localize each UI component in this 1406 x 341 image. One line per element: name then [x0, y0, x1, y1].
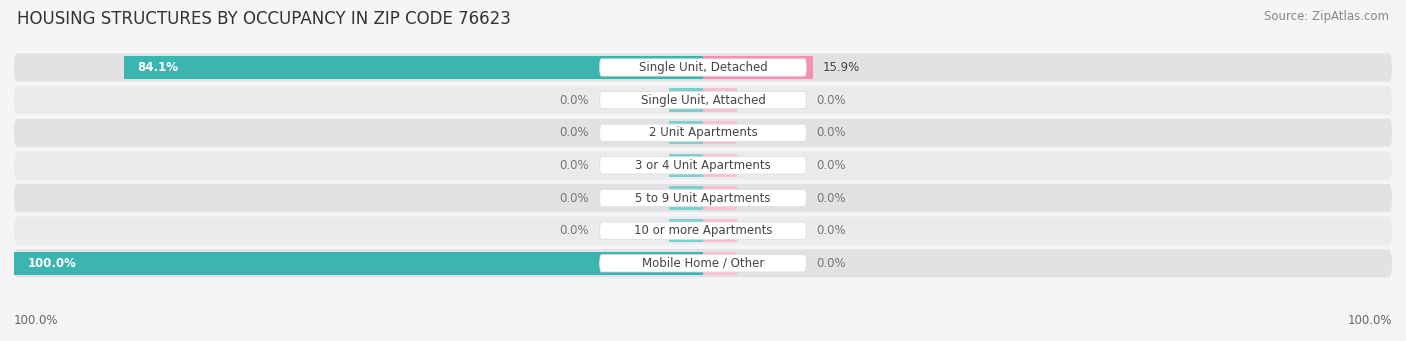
FancyBboxPatch shape: [599, 189, 807, 207]
Text: 0.0%: 0.0%: [560, 126, 589, 139]
Text: 0.0%: 0.0%: [817, 224, 846, 237]
FancyBboxPatch shape: [14, 249, 1392, 277]
Bar: [669, 186, 703, 210]
Text: 0.0%: 0.0%: [560, 192, 589, 205]
Text: 0.0%: 0.0%: [817, 159, 846, 172]
Text: 0.0%: 0.0%: [817, 192, 846, 205]
Text: 100.0%: 100.0%: [28, 257, 77, 270]
Text: 84.1%: 84.1%: [138, 61, 179, 74]
Bar: [669, 121, 703, 145]
Bar: [703, 186, 738, 210]
FancyBboxPatch shape: [14, 151, 1392, 179]
Text: 15.9%: 15.9%: [823, 61, 860, 74]
FancyBboxPatch shape: [599, 157, 807, 174]
FancyBboxPatch shape: [599, 222, 807, 239]
Bar: [669, 88, 703, 112]
Text: 3 or 4 Unit Apartments: 3 or 4 Unit Apartments: [636, 159, 770, 172]
FancyBboxPatch shape: [14, 184, 1392, 212]
Text: Single Unit, Detached: Single Unit, Detached: [638, 61, 768, 74]
FancyBboxPatch shape: [14, 217, 1392, 245]
Text: 0.0%: 0.0%: [560, 224, 589, 237]
Legend: Owner-occupied, Renter-occupied: Owner-occupied, Renter-occupied: [571, 337, 835, 341]
Bar: [703, 121, 738, 145]
Bar: [14, 252, 703, 275]
Bar: [703, 88, 738, 112]
Text: 0.0%: 0.0%: [560, 94, 589, 107]
Text: 0.0%: 0.0%: [817, 94, 846, 107]
FancyBboxPatch shape: [599, 124, 807, 142]
Bar: [669, 154, 703, 177]
Text: 2 Unit Apartments: 2 Unit Apartments: [648, 126, 758, 139]
Bar: [124, 56, 703, 79]
Text: Source: ZipAtlas.com: Source: ZipAtlas.com: [1264, 10, 1389, 23]
FancyBboxPatch shape: [14, 119, 1392, 147]
Text: 10 or more Apartments: 10 or more Apartments: [634, 224, 772, 237]
FancyBboxPatch shape: [14, 54, 1392, 81]
Text: 0.0%: 0.0%: [560, 159, 589, 172]
Text: 0.0%: 0.0%: [817, 257, 846, 270]
FancyBboxPatch shape: [599, 255, 807, 272]
FancyBboxPatch shape: [599, 91, 807, 109]
Bar: [669, 219, 703, 242]
Text: Mobile Home / Other: Mobile Home / Other: [641, 257, 765, 270]
FancyBboxPatch shape: [599, 59, 807, 76]
Text: Single Unit, Attached: Single Unit, Attached: [641, 94, 765, 107]
Text: 100.0%: 100.0%: [1347, 314, 1392, 327]
Text: HOUSING STRUCTURES BY OCCUPANCY IN ZIP CODE 76623: HOUSING STRUCTURES BY OCCUPANCY IN ZIP C…: [17, 10, 510, 28]
Text: 5 to 9 Unit Apartments: 5 to 9 Unit Apartments: [636, 192, 770, 205]
FancyBboxPatch shape: [14, 86, 1392, 114]
Bar: [703, 252, 738, 275]
Text: 100.0%: 100.0%: [14, 314, 59, 327]
Text: 0.0%: 0.0%: [817, 126, 846, 139]
Bar: [703, 219, 738, 242]
Bar: [703, 56, 813, 79]
Bar: [703, 154, 738, 177]
